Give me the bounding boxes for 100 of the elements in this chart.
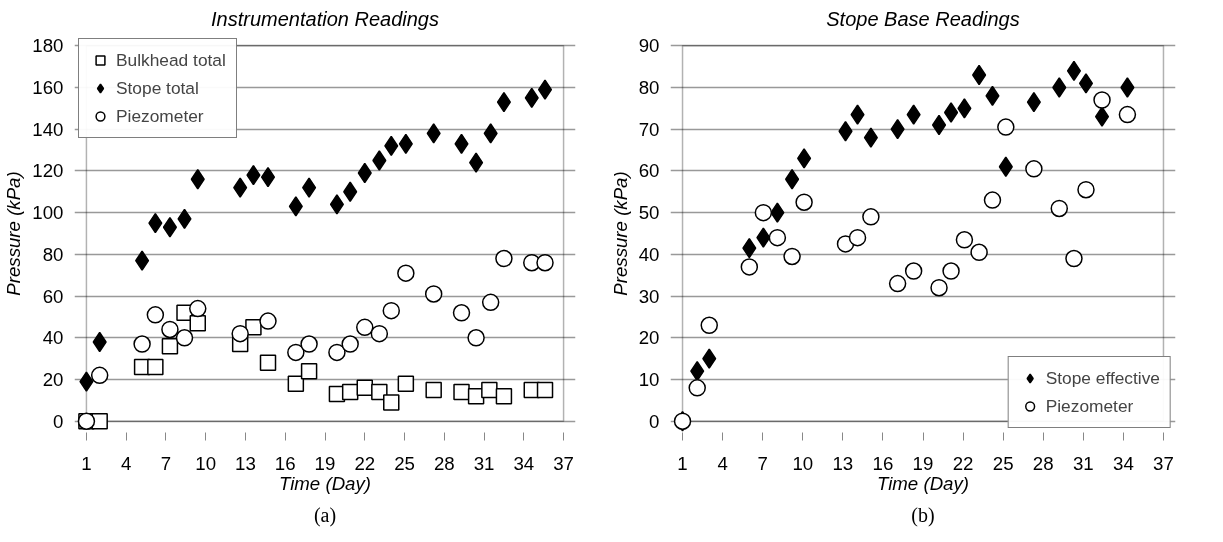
point [469,152,484,173]
point [1094,106,1110,127]
point [495,387,513,405]
point [537,79,553,100]
point [288,196,303,217]
point [770,202,785,223]
x-tick-label: 10 [195,452,217,474]
x-tick-label: 13 [235,452,256,474]
y-tick-label: 40 [42,327,64,349]
point [863,127,878,148]
point [233,177,248,198]
point [467,329,485,347]
y-axis-title: Pressure (kPa) [609,171,631,296]
point [259,354,277,372]
point [1078,73,1094,94]
point [481,381,498,399]
x-tick-label: 4 [717,452,728,474]
point [1052,77,1067,98]
point [1120,77,1135,98]
x-tick-label: 22 [354,452,376,474]
x-axis-title: Time (Day) [278,472,372,494]
y-tick-label: 60 [638,160,660,182]
x-tick-label: 4 [121,452,132,474]
point [784,169,800,190]
y-tick-label: 100 [32,202,64,224]
y-tick-label: 40 [638,243,660,265]
point [341,383,359,401]
x-tick-label: 19 [912,452,934,474]
point [147,358,164,376]
point [190,169,205,190]
point [287,375,305,392]
x-tick-label: 34 [513,452,535,474]
point [495,249,513,268]
y-tick-label: 60 [42,285,64,307]
chart-title: Instrumentation Readings [211,7,439,30]
point [329,194,345,215]
x-tick-label: 37 [553,452,574,474]
text: (a) [313,503,337,527]
y-tick-label: 0 [53,410,64,432]
y-tick-label: 70 [638,118,660,140]
text: (b) [911,503,935,527]
point [1066,60,1082,82]
y-tick-label: 160 [32,76,64,98]
point [998,156,1013,177]
x-tick-label: 31 [473,452,495,474]
point [162,216,178,238]
chart-title: Stope Base Readings [826,7,1020,30]
point [302,177,317,198]
y-tick-label: 90 [638,35,660,57]
x-axis-title: Time (Day) [876,472,970,494]
point [424,285,443,303]
point [1025,160,1043,178]
x-tick-label: 1 [677,452,688,474]
legend-label: Bulkhead total [116,49,226,71]
point [260,166,276,188]
y-tick-label: 30 [638,285,660,307]
y-tick-label: 20 [638,327,660,349]
point [425,381,442,399]
point [1065,249,1083,268]
y-axis-title: Pressure (kPa) [3,171,25,296]
y-tick-label: 120 [32,160,64,182]
point [943,102,959,123]
point [426,123,441,144]
point [797,148,812,169]
y-tick-label: 20 [42,369,64,391]
x-tick-label: 28 [433,452,455,474]
y-tick-label: 80 [42,243,64,265]
point [970,243,988,262]
point [756,227,771,248]
point [453,383,470,401]
point [161,337,179,355]
point [135,250,150,271]
y-tick-label: 80 [638,76,660,98]
legend-label: Piezometer [1045,395,1134,417]
point [383,394,400,411]
legend-label: Stope effective [1045,367,1160,389]
point [175,329,194,347]
x-tick-label: 22 [952,452,974,474]
point [300,362,318,380]
point [370,324,389,343]
point [783,247,801,266]
y-tick-label: 180 [32,35,64,57]
point [536,381,554,399]
x-tick-label: 16 [872,452,894,474]
x-tick-label: 25 [394,452,415,474]
x-tick-label: 10 [792,452,814,474]
point [754,203,773,222]
point [838,121,853,142]
point [906,104,921,125]
point [862,208,880,226]
y-tick-label: 0 [649,410,660,432]
x-tick-label: 1 [81,452,92,474]
point [79,371,94,392]
point [483,123,498,144]
x-tick-label: 28 [1032,452,1054,474]
point [496,91,512,113]
x-tick-label: 37 [1153,452,1174,474]
point [957,98,972,119]
x-tick-label: 13 [832,452,854,474]
point [850,104,865,125]
